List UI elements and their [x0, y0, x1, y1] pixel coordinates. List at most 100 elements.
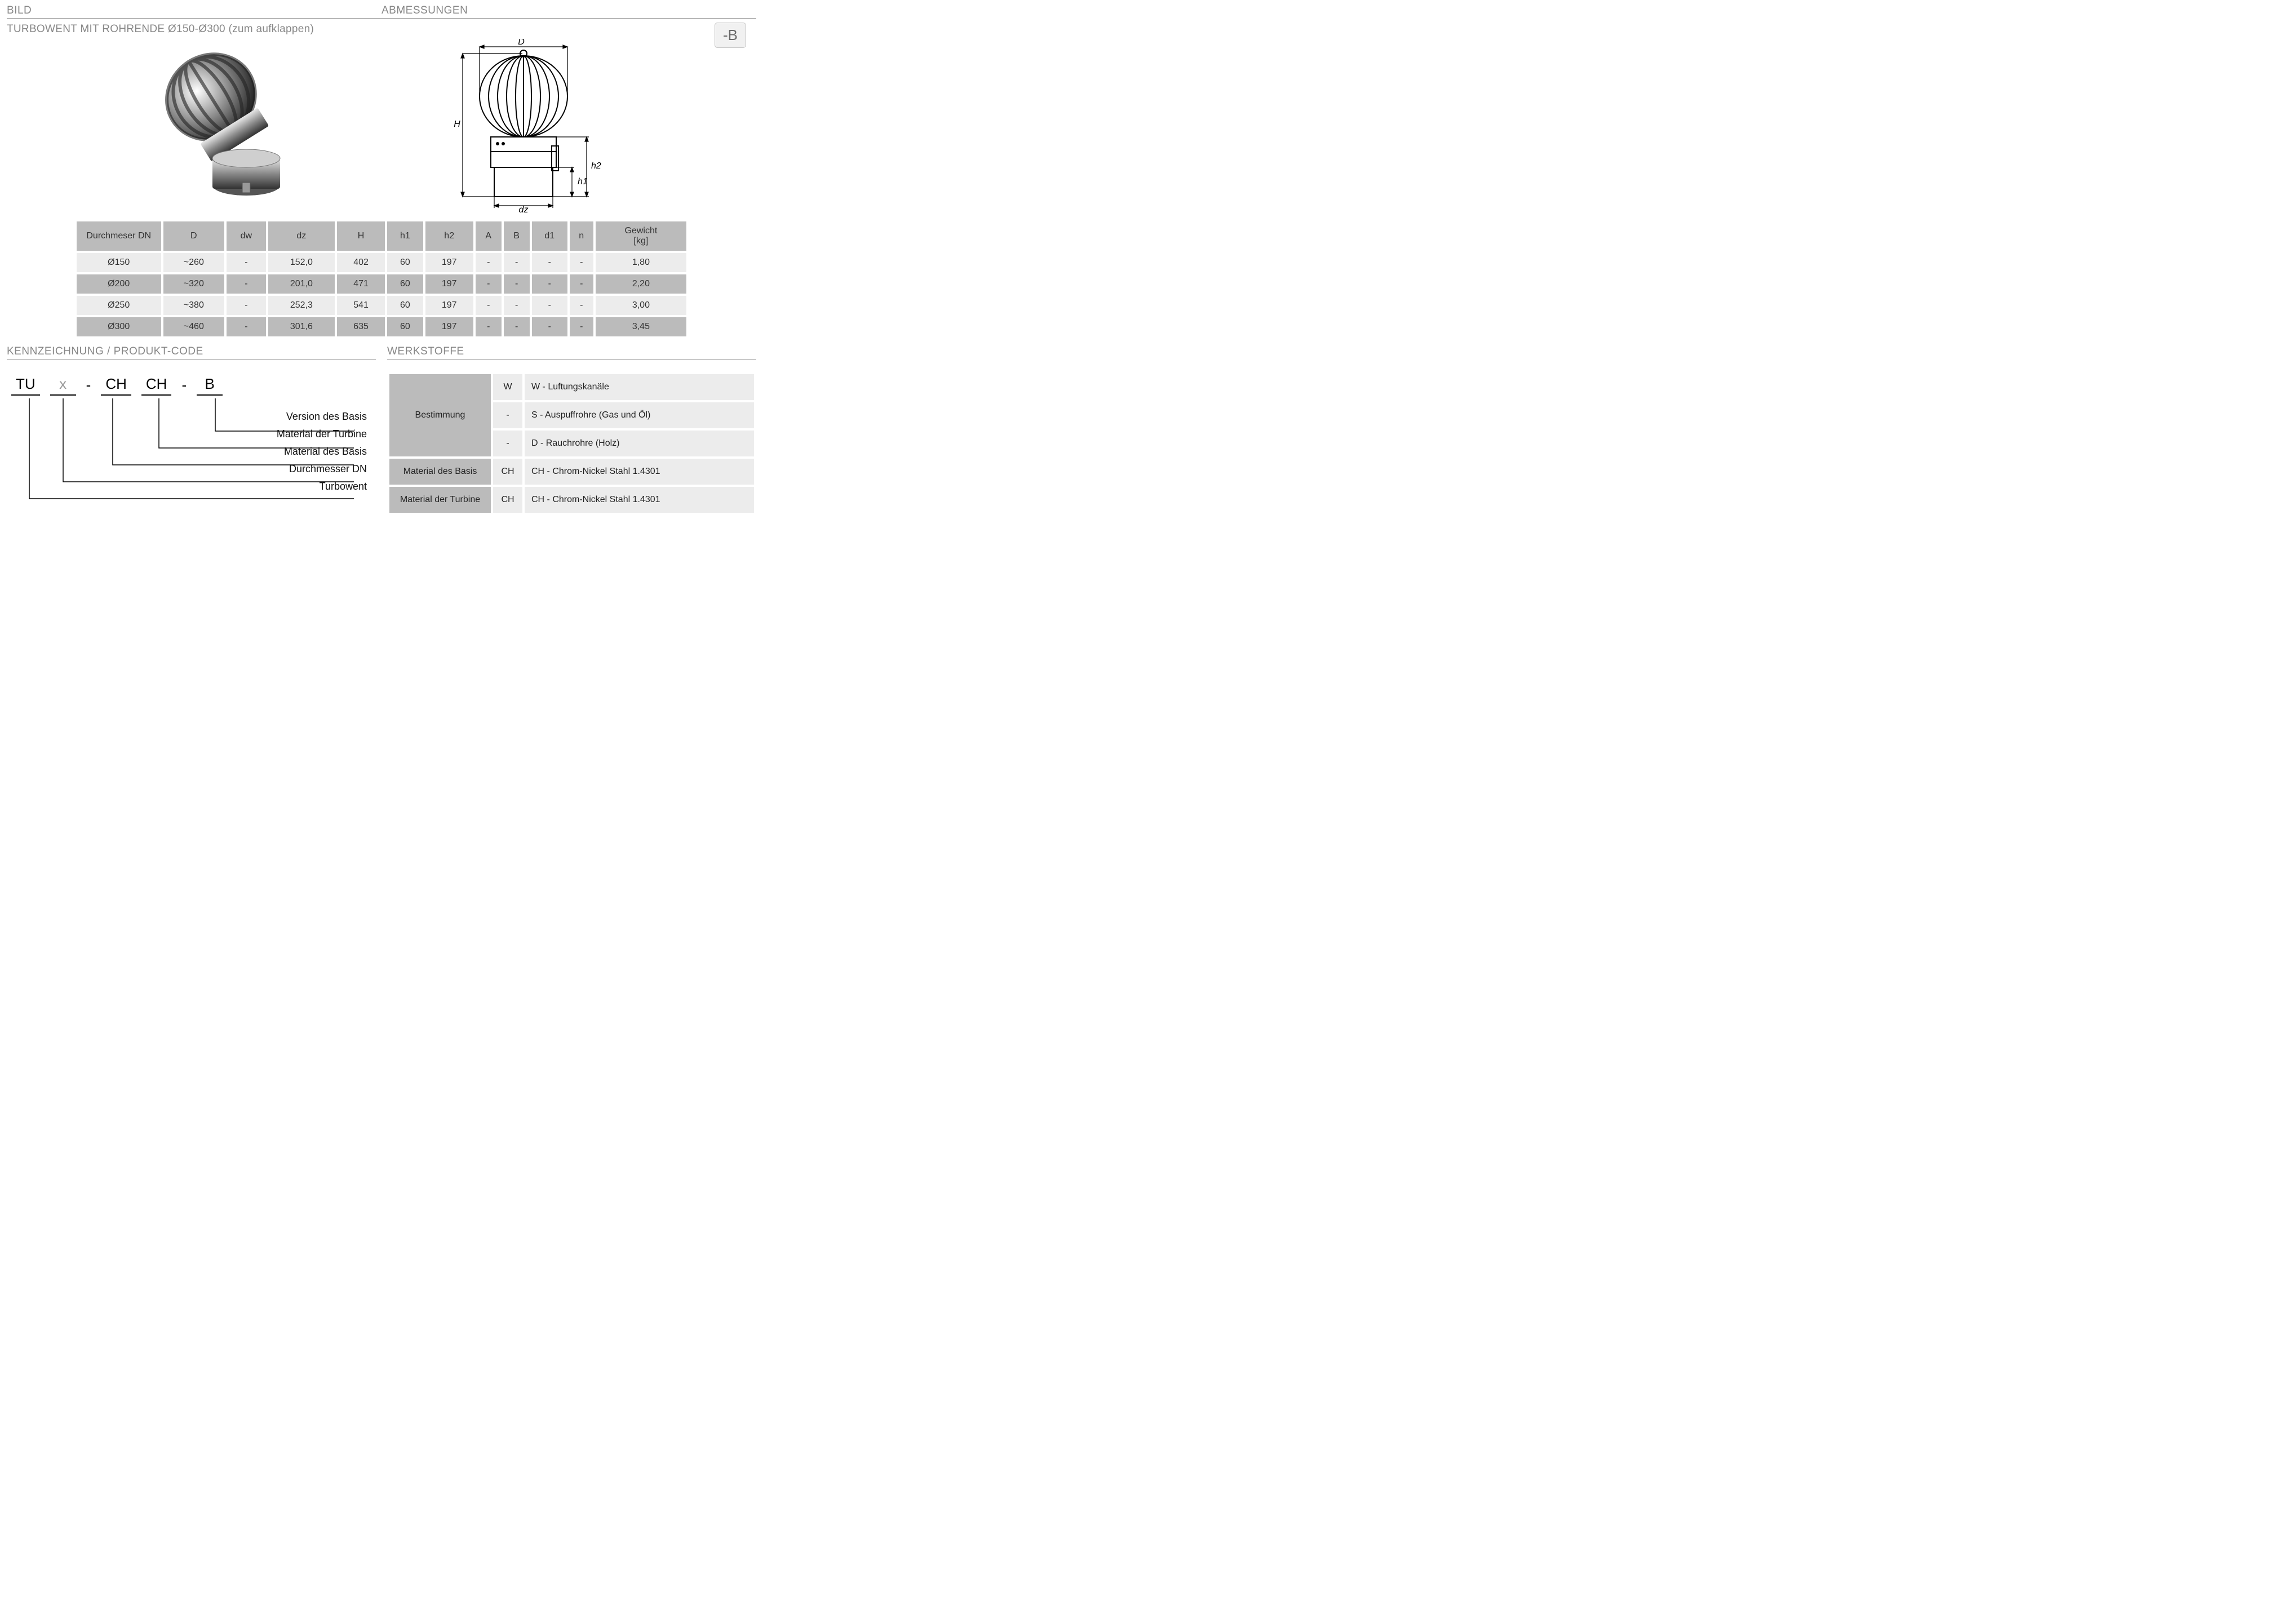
dim-cell: - — [532, 253, 567, 272]
dim-header-cell: Gewicht[kg] — [596, 221, 687, 251]
dim-body: Ø150~260-152,040260197----1,80Ø200~320-2… — [77, 253, 687, 336]
dimension-diagram: D H dz h1 h2 — [439, 39, 619, 214]
dim-label-H: H — [454, 119, 460, 129]
dim-cell: - — [476, 296, 502, 315]
code-part: B — [197, 375, 223, 396]
dim-cell: - — [532, 274, 567, 294]
code-bracket-labels: Version des BasisMaterial der TurbineMat… — [11, 411, 371, 492]
code-part: x — [50, 375, 76, 396]
dim-cell: - — [570, 317, 593, 336]
dim-cell: - — [570, 296, 593, 315]
dim-cell: - — [532, 296, 567, 315]
dimension-table: Durchmeser DNDdwdzHh1h2ABd1nGewicht[kg] … — [74, 219, 689, 339]
mat-body: BestimmungWW - Luftungskanäle-S - Auspuf… — [389, 374, 754, 513]
dim-header-row: Durchmeser DNDdwdzHh1h2ABd1nGewicht[kg] — [77, 221, 687, 251]
dim-cell: Ø300 — [77, 317, 161, 336]
dim-label-dz: dz — [518, 205, 528, 214]
dim-cell: 301,6 — [268, 317, 335, 336]
dim-cell: 60 — [387, 296, 423, 315]
mat-desc-cell: W - Luftungskanäle — [525, 374, 754, 400]
dim-label-h1: h1 — [578, 177, 588, 187]
table-row: Ø150~260-152,040260197----1,80 — [77, 253, 687, 272]
dim-cell: 402 — [337, 253, 385, 272]
mat-desc-cell: S - Auspuffrohre (Gas und Öl) — [525, 402, 754, 428]
label-werkstoffe: WERKSTOFFE — [387, 345, 756, 360]
code-part: CH — [101, 375, 131, 396]
dim-header-cell: B — [504, 221, 530, 251]
mat-desc-cell: D - Rauchrohre (Holz) — [525, 431, 754, 456]
table-row: Material der TurbineCHCH - Chrom-Nickel … — [389, 487, 754, 513]
dim-cell: 60 — [387, 317, 423, 336]
dim-cell: 197 — [425, 274, 473, 294]
materials-table: BestimmungWW - Luftungskanäle-S - Auspuf… — [387, 372, 756, 515]
dim-header-cell: d1 — [532, 221, 567, 251]
dim-header-cell: Durchmeser DN — [77, 221, 161, 251]
code-parts: TUx-CHCH-B — [11, 375, 371, 396]
table-row: BestimmungWW - Luftungskanäle — [389, 374, 754, 400]
dim-cell: - — [532, 317, 567, 336]
mat-code-cell: CH — [493, 459, 522, 485]
dim-cell: ~260 — [163, 253, 224, 272]
dim-cell: ~380 — [163, 296, 224, 315]
dim-cell: - — [504, 274, 530, 294]
dim-header-cell: A — [476, 221, 502, 251]
dim-cell: - — [476, 274, 502, 294]
mat-desc-cell: CH - Chrom-Nickel Stahl 1.4301 — [525, 459, 754, 485]
dim-header-cell: H — [337, 221, 385, 251]
dim-cell: ~460 — [163, 317, 224, 336]
code-label: Version des Basis — [11, 411, 367, 423]
table-row: Material des BasisCHCH - Chrom-Nickel St… — [389, 459, 754, 485]
code-part: CH — [141, 375, 172, 396]
dim-cell: - — [504, 253, 530, 272]
dim-cell: - — [476, 317, 502, 336]
dim-label-h2: h2 — [591, 161, 601, 171]
product-title: TURBOWENT MIT ROHRENDE Ø150-Ø300 (zum au… — [7, 23, 756, 36]
dim-cell: ~320 — [163, 274, 224, 294]
dim-header-cell: dz — [268, 221, 335, 251]
code-dash: - — [86, 376, 91, 396]
mat-key-cell: Bestimmung — [389, 374, 491, 456]
dim-cell: - — [227, 317, 266, 336]
dim-cell: Ø150 — [77, 253, 161, 272]
dim-label-D: D — [518, 39, 525, 47]
dim-cell: - — [227, 274, 266, 294]
top-section: BILD ABMESSUNGEN TURBOWENT MIT ROHRENDE … — [7, 5, 756, 339]
dim-cell: 197 — [425, 296, 473, 315]
mat-code-cell: CH — [493, 487, 522, 513]
dim-cell: - — [504, 317, 530, 336]
dim-cell: 197 — [425, 253, 473, 272]
label-abmessungen: ABMESSUNGEN — [382, 5, 756, 19]
dim-cell: 201,0 — [268, 274, 335, 294]
header-row: BILD ABMESSUNGEN — [7, 5, 756, 23]
mid-section: KENNZEICHNUNG / PRODUKT-CODE TUx-CHCH-B … — [7, 345, 756, 515]
dim-cell: - — [227, 296, 266, 315]
dim-cell: Ø250 — [77, 296, 161, 315]
dim-cell: 635 — [337, 317, 385, 336]
dim-cell: 2,20 — [596, 274, 687, 294]
label-bild: BILD — [7, 5, 382, 19]
code-label: Durchmesser DN — [11, 463, 367, 475]
code-label: Material der Turbine — [11, 428, 367, 440]
dim-cell: - — [504, 296, 530, 315]
dim-cell: 1,80 — [596, 253, 687, 272]
dim-cell: 541 — [337, 296, 385, 315]
dim-cell: 60 — [387, 253, 423, 272]
dim-cell: 152,0 — [268, 253, 335, 272]
mat-desc-cell: CH - Chrom-Nickel Stahl 1.4301 — [525, 487, 754, 513]
mat-code-cell: W — [493, 374, 522, 400]
dim-header-cell: dw — [227, 221, 266, 251]
dim-cell: - — [570, 274, 593, 294]
code-part: TU — [11, 375, 40, 396]
product-code-area: TUx-CHCH-B Version des BasisMaterial der… — [7, 364, 376, 509]
code-label: Turbowent — [11, 481, 367, 492]
code-dash: - — [181, 376, 187, 396]
dim-cell: - — [476, 253, 502, 272]
table-row: Ø200~320-201,047160197----2,20 — [77, 274, 687, 294]
dim-cell: - — [570, 253, 593, 272]
dim-cell: - — [227, 253, 266, 272]
mat-key-cell: Material des Basis — [389, 459, 491, 485]
dim-cell: 3,00 — [596, 296, 687, 315]
dim-cell: 60 — [387, 274, 423, 294]
dim-cell: 252,3 — [268, 296, 335, 315]
mat-key-cell: Material der Turbine — [389, 487, 491, 513]
